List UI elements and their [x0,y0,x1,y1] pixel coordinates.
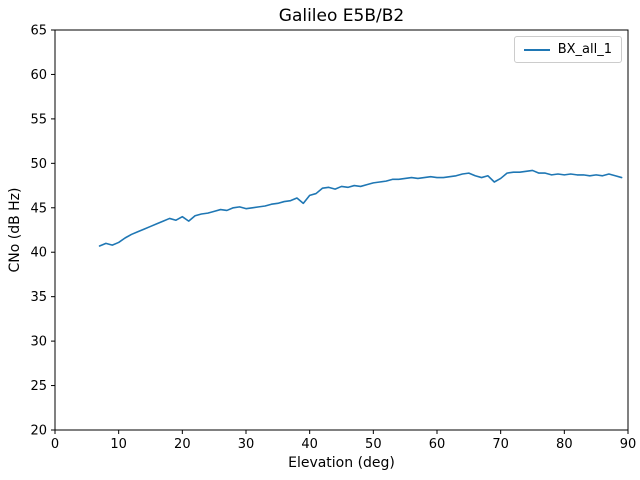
y-axis-label: CNo (dB Hz) [7,187,23,273]
svg-text:40: 40 [301,437,318,452]
svg-text:25: 25 [30,379,47,394]
svg-text:80: 80 [556,437,573,452]
svg-text:70: 70 [492,437,509,452]
legend: BX_all_1 [513,36,622,63]
svg-text:50: 50 [30,157,47,172]
svg-text:20: 20 [174,437,191,452]
legend-label: BX_all_1 [557,42,612,57]
svg-text:50: 50 [365,437,382,452]
svg-text:90: 90 [620,437,637,452]
svg-text:60: 60 [30,68,47,83]
svg-text:40: 40 [30,246,47,261]
svg-text:20: 20 [30,424,47,439]
svg-text:45: 45 [30,201,47,216]
svg-text:0: 0 [51,437,59,452]
svg-text:10: 10 [110,437,127,452]
chart-title: Galileo E5B/B2 [278,6,405,26]
svg-text:65: 65 [30,24,47,39]
legend-line-swatch-icon [523,48,550,51]
svg-text:60: 60 [429,437,446,452]
x-axis-label: Elevation (deg) [288,455,395,471]
svg-text:35: 35 [30,290,47,305]
svg-text:30: 30 [238,437,255,452]
svg-text:55: 55 [30,112,47,127]
svg-text:30: 30 [30,335,47,350]
